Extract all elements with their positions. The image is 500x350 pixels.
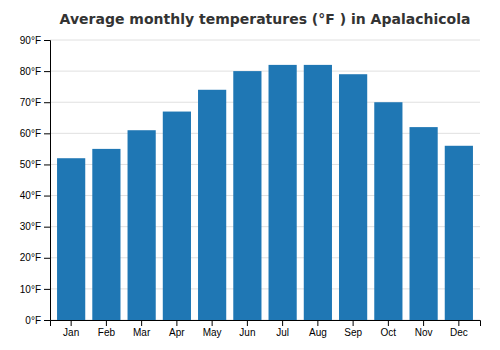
x-tick-label: Jan [63, 327, 79, 338]
x-tick-mark [176, 320, 177, 326]
x-tick: Jan [63, 320, 79, 338]
bar [233, 71, 261, 320]
x-tick-label: Dec [450, 327, 468, 338]
y-tick-label: 90°F [20, 35, 41, 46]
x-tick: May [203, 320, 222, 338]
x-tick-label: Jul [276, 327, 289, 338]
grid-line [50, 71, 480, 72]
x-tick: Sep [344, 320, 362, 338]
chart: Jan Feb Mar Apr May Jun Jul Aug Sep Oct Nov Dec 0°F 1… [0, 0, 500, 350]
grid-line [50, 102, 480, 103]
bar [269, 65, 297, 320]
x-axis: Jan Feb Mar Apr May Jun Jul Aug Sep Oct Nov Dec [51, 320, 481, 338]
x-tick-mark [71, 320, 72, 326]
x-tick-mark [282, 320, 283, 326]
x-tick-mark [458, 320, 459, 326]
y-tick-label: 70°F [20, 97, 41, 108]
x-tick-label: Oct [381, 327, 397, 338]
title: Average monthly temperatures (°F ) in Ap… [60, 11, 471, 27]
y-tick: 10°F [20, 284, 50, 295]
bar [304, 65, 332, 320]
bars [57, 65, 473, 320]
y-tick-label: 30°F [20, 221, 41, 232]
y-tick: 30°F [20, 221, 50, 232]
x-tick-label: Sep [344, 327, 362, 338]
x-tick-label: Apr [169, 327, 185, 338]
y-tick: 50°F [20, 159, 50, 170]
y-tick: 70°F [20, 97, 50, 108]
y-tick-label: 10°F [20, 284, 41, 295]
x-tick-mark [423, 320, 424, 326]
y-tick-label: 40°F [20, 190, 41, 201]
y-tick-label: 60°F [20, 128, 41, 139]
x-tick-mark [141, 320, 142, 326]
y-tick-mark [44, 40, 50, 41]
y-axis: 0°F 10°F 20°F 30°F 40°F 50°F 60°F 70°F 80°F 90°F [20, 35, 51, 326]
y-tick-label: 20°F [20, 252, 41, 263]
x-tick: Apr [169, 320, 185, 338]
bar [339, 74, 367, 320]
x-tick: Jun [239, 320, 255, 338]
x-tick-label: Nov [415, 327, 433, 338]
x-tick-label: Feb [98, 327, 116, 338]
y-tick-mark [44, 164, 50, 165]
x-tick: Mar [133, 320, 151, 338]
x-tick: Dec [450, 320, 468, 338]
y-tick-mark [44, 227, 50, 228]
y-tick: 20°F [20, 252, 50, 263]
y-tick-label: 50°F [20, 159, 41, 170]
y-tick: 40°F [20, 190, 50, 201]
x-tick: Oct [381, 320, 397, 338]
y-tick-mark [44, 258, 50, 259]
y-tick-mark [44, 320, 50, 321]
bar [128, 130, 156, 320]
x-tick-mark [353, 320, 354, 326]
y-tick-mark [44, 102, 50, 103]
y-tick-mark [44, 71, 50, 72]
y-tick-label: 80°F [20, 66, 41, 77]
grid [50, 40, 480, 320]
y-tick: 90°F [20, 35, 50, 46]
y-tick-mark [44, 289, 50, 290]
y-tick: 0°F [25, 315, 50, 326]
x-tick-mark [212, 320, 213, 326]
x-tick-label: Mar [133, 327, 151, 338]
bar [445, 146, 473, 320]
bar [92, 149, 120, 320]
y-tick-label: 0°F [25, 315, 41, 326]
x-tick-mark [317, 320, 318, 326]
x-tick-label: Jun [239, 327, 255, 338]
x-tick: Jul [276, 320, 289, 338]
y-tick: 80°F [20, 66, 50, 77]
bar [374, 102, 402, 320]
axis-line [44, 41, 51, 321]
grid-line [50, 40, 480, 41]
y-tick: 60°F [20, 128, 50, 139]
x-tick-label: May [203, 327, 222, 338]
bar [57, 158, 85, 320]
x-tick: Aug [309, 320, 327, 338]
x-tick-mark [247, 320, 248, 326]
y-tick-mark [44, 196, 50, 197]
x-tick: Nov [415, 320, 433, 338]
bar [410, 127, 438, 320]
x-tick-mark [106, 320, 107, 326]
y-tick-mark [44, 133, 50, 134]
bar [163, 112, 191, 320]
plot: Jan Feb Mar Apr May Jun Jul Aug Sep Oct Nov Dec 0°F 1… [20, 35, 481, 338]
x-tick-mark [388, 320, 389, 326]
x-tick: Feb [98, 320, 116, 338]
bar [198, 90, 226, 320]
axis-line [51, 321, 481, 327]
x-tick-label: Aug [309, 327, 327, 338]
